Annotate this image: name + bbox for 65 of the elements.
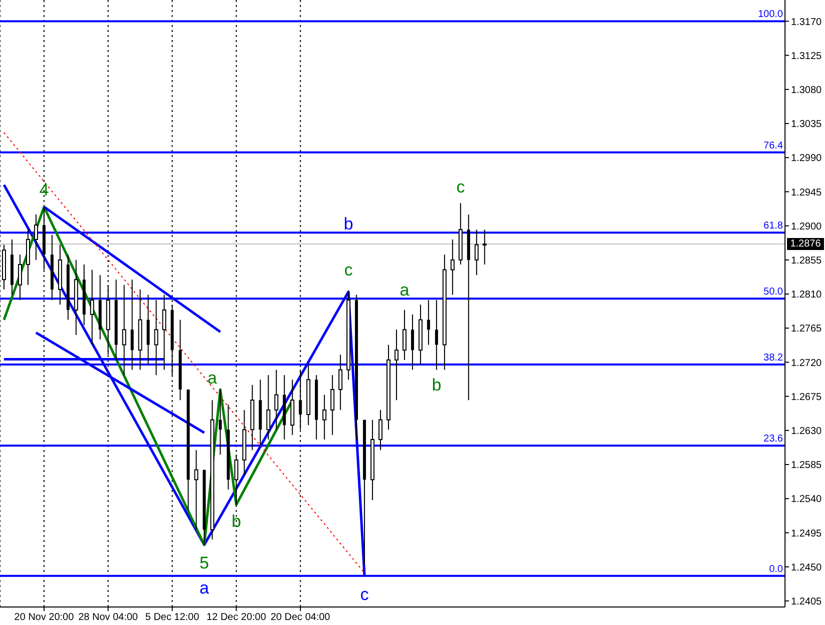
annotation: 100.0 — [758, 9, 784, 20]
candlestick — [218, 389, 222, 456]
candlestick — [18, 254, 22, 301]
annotation: a — [208, 368, 218, 388]
x-tick-label: 12 Dec 20:00 — [206, 612, 266, 624]
y-tick-label: 1.2945 — [791, 187, 822, 198]
annotation: c — [360, 585, 370, 604]
annotation: a — [200, 578, 210, 598]
y-tick-label: 1.2540 — [791, 494, 822, 506]
candlestick — [162, 294, 166, 370]
y-tick-label: 1.2450 — [791, 562, 822, 574]
ref-line-label: 1.2876 — [790, 238, 822, 250]
y-tick-label: 1.3125 — [791, 50, 822, 62]
candlestick — [402, 309, 407, 360]
y-tick-label: 1.2765 — [791, 324, 822, 335]
annotation: 76.4 — [764, 140, 784, 152]
y-tick-label: 1.2855 — [791, 255, 822, 266]
y-tick-label: 1.3170 — [791, 16, 822, 28]
annotation: b — [344, 214, 354, 234]
y-tick-label: 1.2585 — [791, 460, 822, 472]
candlestick — [154, 300, 158, 376]
y-tick-label: 1.2900 — [791, 221, 822, 232]
annotation: b — [232, 512, 242, 532]
annotation: 50.0 — [764, 286, 784, 298]
candlestick — [394, 329, 398, 401]
candlestick — [322, 394, 326, 440]
annotation: b — [432, 375, 442, 394]
candlestick — [274, 369, 278, 430]
annotation: 5 — [200, 553, 209, 572]
y-tick-label: 1.2495 — [791, 528, 822, 540]
candlestick — [194, 450, 198, 530]
x-tick-label: 20 Dec 04:00 — [270, 612, 331, 624]
annotation: 0.0 — [769, 564, 784, 575]
candlestick — [90, 269, 94, 346]
candlestick — [378, 409, 382, 451]
candlestick — [266, 374, 270, 440]
annotation: 61.8 — [764, 220, 784, 232]
candlestick — [34, 214, 38, 260]
candlestick — [474, 229, 479, 276]
annotation: c — [344, 260, 354, 280]
candlestick — [338, 354, 342, 410]
x-tick-label: 5 Dec 12:00 — [145, 612, 200, 624]
candlestick — [482, 229, 487, 265]
candlestick — [427, 300, 430, 346]
annotation: 23.6 — [764, 434, 784, 445]
x-tick-label: 20 Nov 20:00 — [14, 612, 74, 624]
annotation: 4 — [39, 180, 49, 200]
y-tick-label: 1.3035 — [791, 119, 822, 130]
candlestick — [122, 284, 126, 376]
candlestick — [130, 279, 134, 370]
annotation: c — [456, 178, 466, 197]
y-tick-label: 1.3080 — [791, 84, 822, 96]
y-tick-label: 1.2810 — [791, 290, 822, 301]
candlestick — [450, 238, 455, 296]
annotation: a — [400, 280, 410, 300]
y-tick-label: 1.2675 — [791, 392, 822, 403]
x-tick-label: 28 Nov 04:00 — [78, 612, 138, 624]
y-tick-label: 1.2990 — [791, 153, 822, 164]
y-tick-label: 1.2405 — [791, 596, 822, 608]
y-tick-label: 1.2720 — [791, 358, 822, 369]
y-tick-label: 1.2630 — [791, 426, 822, 437]
candlestick — [330, 374, 334, 436]
candlestick — [411, 314, 414, 370]
candlestick — [435, 300, 438, 370]
annotation: 38.2 — [764, 352, 784, 364]
